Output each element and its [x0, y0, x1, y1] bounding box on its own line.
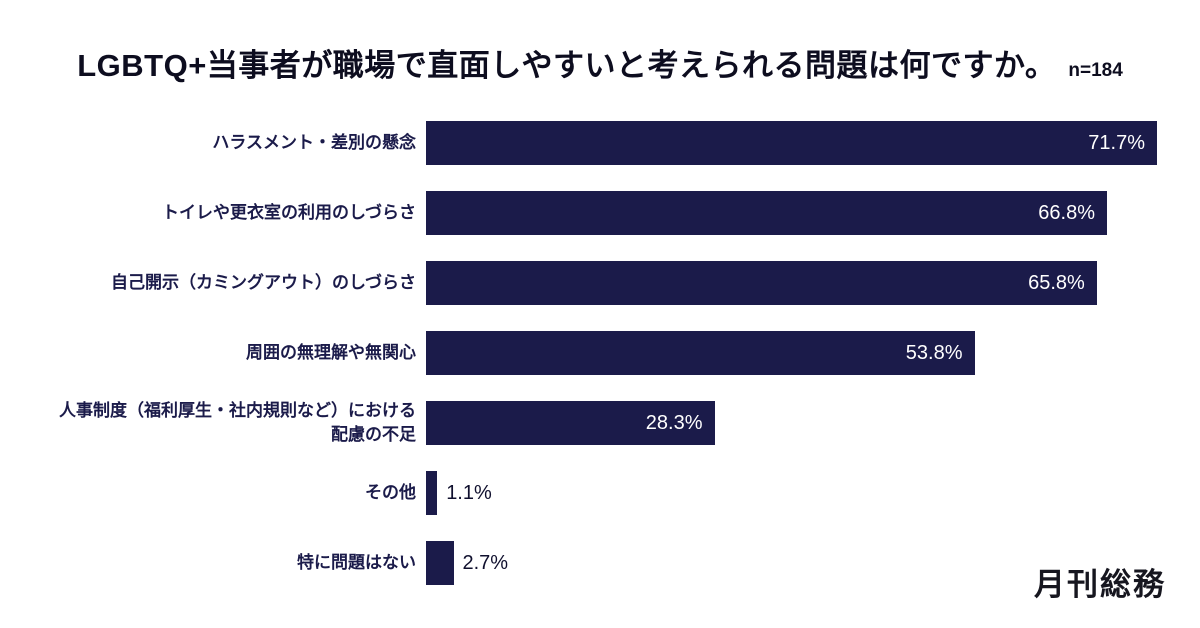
chart-row: 周囲の無理解や無関心 53.8%	[0, 318, 1200, 388]
value-label: 65.8%	[1028, 271, 1085, 294]
category-label: その他	[365, 483, 416, 503]
category-label: 特に問題はない	[297, 553, 416, 573]
sample-size: n=184	[1068, 60, 1123, 81]
category-label: 人事制度（福利厚生・社内規則など）における 配慮の不足	[59, 401, 416, 444]
bar: 53.8%	[426, 331, 975, 375]
category-label: 周囲の無理解や無関心	[246, 343, 416, 363]
bar-track: 65.8%	[426, 261, 1166, 305]
value-label: 71.7%	[1088, 131, 1145, 154]
bar-track: 1.1%	[426, 471, 1166, 515]
bar: 66.8%	[426, 191, 1107, 235]
brand-logo: 月刊総務	[1034, 567, 1166, 602]
chart-row: その他 1.1%	[0, 458, 1200, 528]
bar-track: 28.3%	[426, 401, 1166, 445]
category-label: トイレや更衣室の利用のしづらさ	[162, 203, 416, 223]
value-label: 28.3%	[645, 411, 703, 434]
bar	[426, 471, 438, 515]
chart-row: 特に問題はない 2.7%	[0, 528, 1200, 598]
bar-track: 71.7%	[426, 121, 1166, 165]
bar-track: 53.8%	[426, 331, 1166, 375]
bar: 71.7%	[426, 121, 1157, 165]
bar-chart: ハラスメント・差別の懸念 71.7% トイレや更衣室の利用のしづらさ 66.8% 自己開…	[0, 108, 1200, 598]
bar: 28.3%	[426, 401, 715, 445]
value-label: 66.8%	[1038, 201, 1095, 224]
bar-track: 2.7%	[426, 541, 1166, 585]
chart-row: 人事制度（福利厚生・社内規則など）における 配慮の不足 28.3%	[0, 388, 1200, 458]
chart-row: ハラスメント・差別の懸念 71.7%	[0, 108, 1200, 178]
value-label: 2.7%	[462, 551, 509, 574]
chart-row: トイレや更衣室の利用のしづらさ 66.8%	[0, 178, 1200, 248]
chart-row: 自己開示（カミングアウト）のしづらさ 65.8%	[0, 248, 1200, 318]
bar	[426, 541, 454, 585]
bar-track: 66.8%	[426, 191, 1166, 235]
value-label: 1.1%	[446, 481, 492, 504]
chart-title-row: LGBTQ+当事者が職場で直面しやすいと考えられる問題は何ですか。 n=184	[0, 0, 1200, 85]
category-label: ハラスメント・差別の懸念	[212, 133, 416, 153]
category-label: 自己開示（カミングアウト）のしづらさ	[111, 273, 416, 293]
chart-title: LGBTQ+当事者が職場で直面しやすいと考えられる問題は何ですか。	[77, 48, 1057, 83]
value-label: 53.8%	[905, 341, 963, 364]
bar: 65.8%	[426, 261, 1097, 305]
